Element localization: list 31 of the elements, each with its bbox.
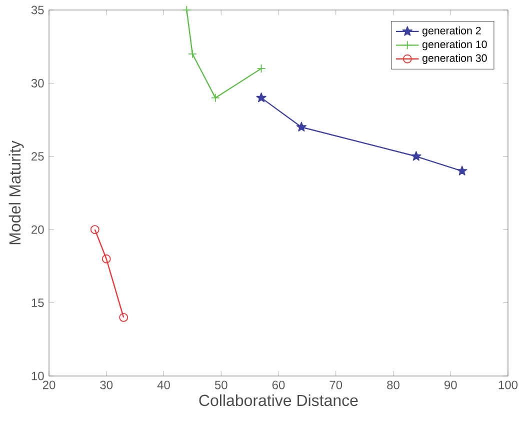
x-tick-label: 90 — [444, 380, 457, 390]
point — [411, 151, 422, 161]
x-tick-label: 60 — [272, 380, 285, 390]
x-tick-label: 70 — [330, 380, 342, 390]
point — [256, 92, 266, 102]
point — [296, 122, 306, 132]
point — [457, 166, 468, 176]
x-tick-label: 30 — [100, 380, 113, 390]
point — [102, 254, 111, 264]
x-tick-label: 100 — [498, 380, 518, 390]
x-tick-label: 50 — [214, 380, 228, 390]
y-tick-label: 35 — [31, 6, 44, 14]
x-tick-label: 40 — [157, 380, 170, 390]
y-axis-title: Model Maturity — [8, 140, 24, 244]
y-tick-label: 15 — [32, 298, 44, 307]
point — [210, 93, 220, 102]
x-tick-label: 80 — [387, 380, 400, 390]
y-tick-label: 10 — [32, 372, 44, 380]
legend-label: generation 30 — [422, 54, 487, 64]
y-tick-label: 20 — [32, 225, 44, 234]
y-tick-label: 30 — [31, 78, 44, 88]
point — [119, 312, 128, 322]
x-tick-label: 20 — [42, 380, 56, 390]
point — [182, 6, 192, 14]
y-tick-label: 25 — [32, 152, 44, 161]
legend-label: generation 10 — [422, 40, 487, 50]
point — [256, 64, 266, 74]
point — [90, 225, 100, 234]
legend-label: generation 2 — [422, 26, 481, 37]
x-axis-title: Collaborative Distance — [199, 394, 358, 406]
point — [188, 49, 197, 58]
